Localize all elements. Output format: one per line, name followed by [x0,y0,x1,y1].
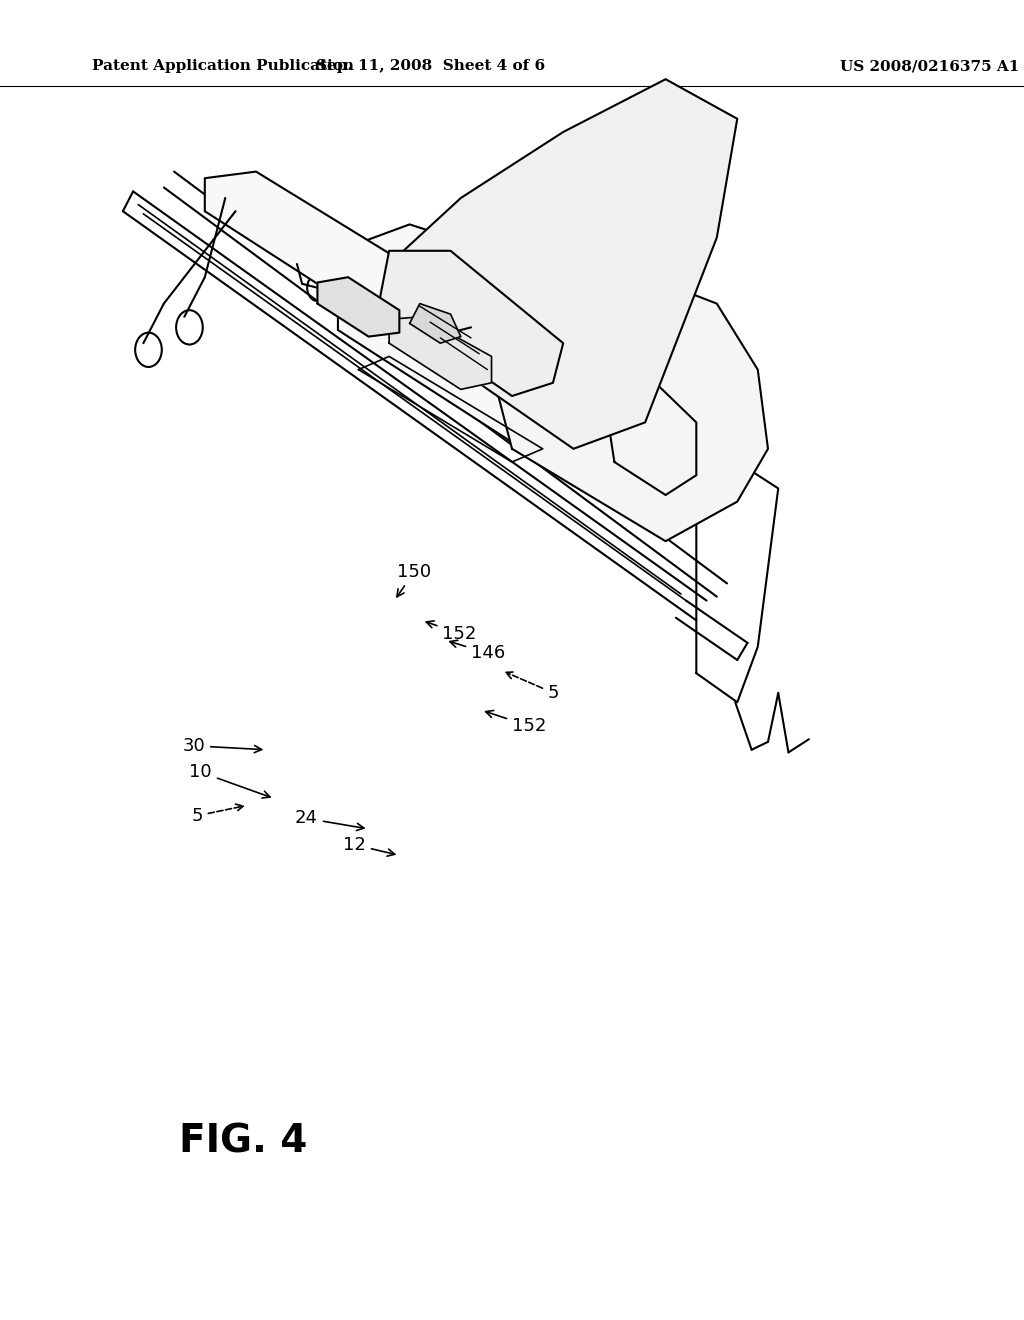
Text: 24: 24 [295,809,365,830]
Polygon shape [410,304,461,343]
Polygon shape [379,251,563,396]
Polygon shape [317,277,399,337]
Text: 10: 10 [189,763,270,799]
Text: 30: 30 [182,737,261,755]
Text: Patent Application Publication: Patent Application Publication [92,59,354,74]
Polygon shape [389,79,737,449]
Polygon shape [389,317,492,389]
Polygon shape [205,172,471,343]
Text: 5: 5 [506,672,559,702]
Text: 152: 152 [485,710,547,735]
Text: US 2008/0216375 A1: US 2008/0216375 A1 [840,59,1019,74]
Text: 150: 150 [397,562,431,597]
Text: FIG. 4: FIG. 4 [179,1123,307,1160]
Text: 146: 146 [450,640,505,663]
Polygon shape [492,264,768,541]
Text: Sep. 11, 2008  Sheet 4 of 6: Sep. 11, 2008 Sheet 4 of 6 [315,59,545,74]
Text: 5: 5 [191,804,244,825]
Text: 12: 12 [343,836,395,857]
Text: 152: 152 [426,620,477,643]
Polygon shape [338,224,676,475]
